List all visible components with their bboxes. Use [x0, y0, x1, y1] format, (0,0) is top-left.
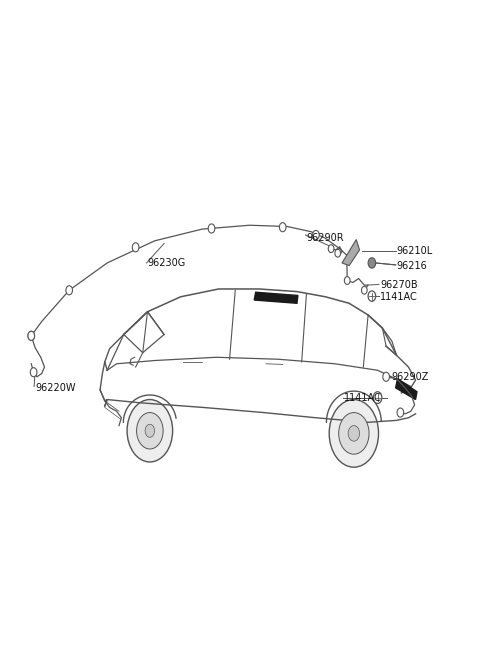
- Text: 1141AC: 1141AC: [380, 293, 418, 302]
- Text: 96210L: 96210L: [396, 246, 433, 256]
- Circle shape: [30, 367, 37, 377]
- Text: 96270B: 96270B: [380, 280, 418, 290]
- Text: 96220W: 96220W: [35, 383, 75, 393]
- Polygon shape: [396, 379, 417, 400]
- Circle shape: [279, 222, 286, 232]
- Circle shape: [145, 424, 155, 438]
- Circle shape: [127, 400, 173, 462]
- Circle shape: [335, 249, 341, 257]
- Circle shape: [344, 277, 350, 285]
- Circle shape: [368, 258, 376, 268]
- Circle shape: [368, 291, 376, 301]
- Circle shape: [339, 413, 369, 454]
- Text: 96290R: 96290R: [306, 234, 344, 243]
- Circle shape: [28, 331, 35, 340]
- Polygon shape: [342, 239, 360, 266]
- Circle shape: [328, 245, 334, 253]
- Circle shape: [361, 287, 367, 294]
- Circle shape: [137, 413, 163, 449]
- Circle shape: [312, 230, 319, 239]
- Polygon shape: [254, 292, 298, 303]
- Circle shape: [66, 286, 72, 295]
- Circle shape: [208, 224, 215, 233]
- Circle shape: [28, 331, 35, 340]
- Circle shape: [132, 243, 139, 252]
- Circle shape: [383, 372, 389, 381]
- Text: 96230G: 96230G: [147, 258, 186, 268]
- Circle shape: [329, 400, 379, 467]
- Circle shape: [348, 426, 360, 441]
- Text: 96290Z: 96290Z: [392, 372, 429, 382]
- Circle shape: [373, 392, 382, 403]
- Text: 96216: 96216: [396, 260, 427, 270]
- Circle shape: [397, 408, 404, 417]
- Text: 1141AC: 1141AC: [344, 392, 382, 403]
